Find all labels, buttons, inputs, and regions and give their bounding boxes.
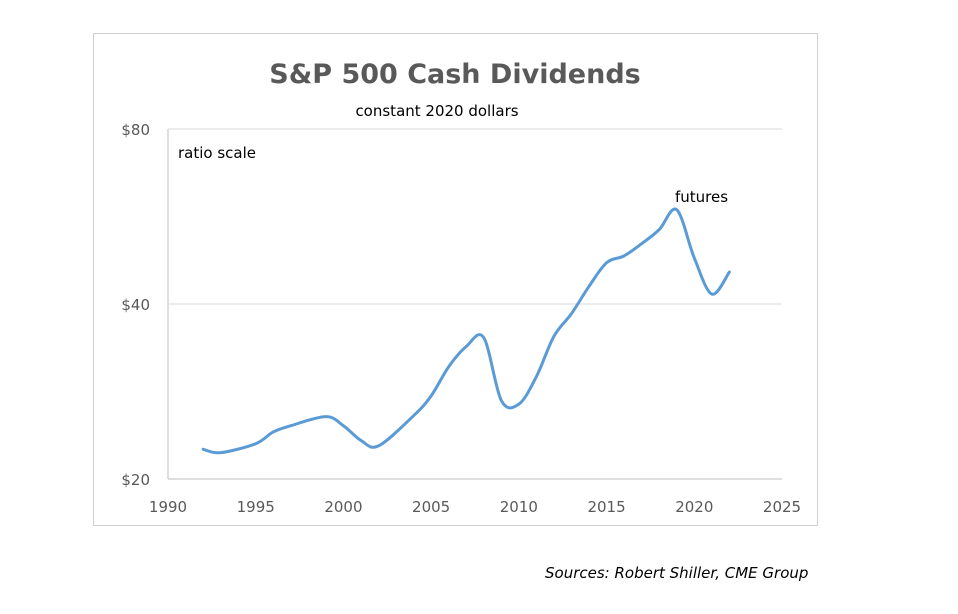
x-tick-label: 2025 [763,498,801,516]
chart-title: S&P 500 Cash Dividends [269,59,640,90]
chart-subtitle: constant 2020 dollars [355,102,518,120]
x-tick-label: 2015 [587,498,625,516]
x-tick-label: 2010 [500,498,538,516]
x-tick-label: 2000 [324,498,362,516]
x-tick-label: 2005 [412,498,450,516]
annotation-ratio-scale: ratio scale [178,144,256,162]
x-tick-label: 2020 [675,498,713,516]
annotation-futures: futures [675,188,728,206]
source-note: Sources: Robert Shiller, CME Group [545,564,809,582]
x-tick-label: 1990 [149,498,187,516]
y-tick-label: $40 [121,296,150,314]
y-tick-label: $80 [121,121,150,139]
y-tick-label: $20 [121,471,150,489]
x-tick-label: 1995 [237,498,275,516]
chart-frame [93,33,818,526]
dividends-line [201,207,731,455]
